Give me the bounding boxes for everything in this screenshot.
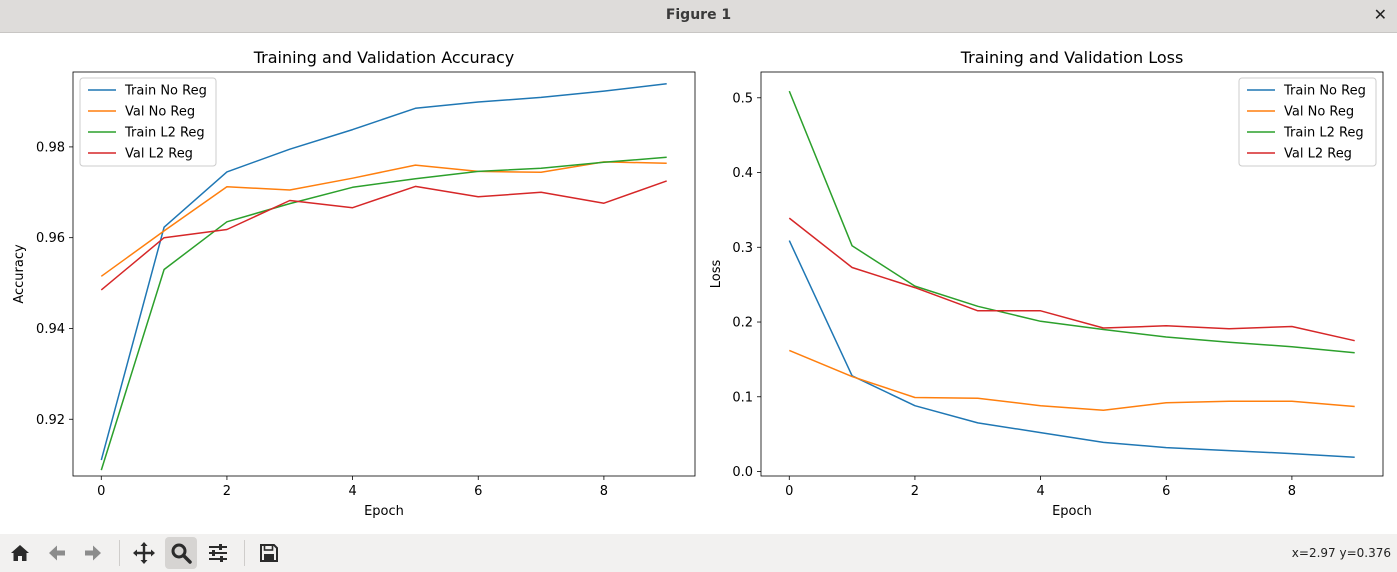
chart2-y-tick-label: 0.3 [732,241,753,256]
arrow-left-icon [49,545,65,561]
chart2-axes-frame [760,71,1384,477]
chart2-legend-label-1: Train No Reg [1283,84,1366,99]
home-icon [11,545,29,561]
chart2-legend-label-2: Val No Reg [1284,105,1354,120]
figure-canvas[interactable]: 0 2 4 6 8 0.92 0.94 0.96 0.98 Training and Valida… [0,34,1397,534]
save-button[interactable] [253,537,285,569]
chart2-series-line-4 [788,217,1355,342]
chart2-y-tick-label: 0.5 [732,91,753,106]
chart2-x-tick-label: 6 [1162,484,1170,499]
configure-button[interactable] [202,537,234,569]
chart1-y-axis-label: Accuracy [12,244,27,304]
chart2-legend: Train No Reg Val No Reg Train L2 Reg Val L2… [1238,77,1377,167]
chart1-y-tick-label: 0.98 [36,140,65,155]
chart1-legend-label-2: Val No Reg [125,105,195,120]
chart2-series-line-2 [789,349,1355,411]
zoom-icon [171,543,192,564]
chart1-legend-box [79,77,217,167]
chart2-y-axis-label: Loss [709,260,724,289]
chart1-series-line-2 [100,161,667,277]
chart2-y-tick-label: 0.2 [732,316,753,331]
chart1-x-tick-label: 0 [97,484,105,499]
chart2-x-tick-label: 8 [1288,484,1296,499]
chart1-x-tick-label: 8 [600,484,608,499]
chart2-y-tick-label: 0.1 [732,390,753,405]
chart2-x-tick-label: 2 [911,484,919,499]
chart1-x-axis-label: Epoch [364,504,404,519]
forward-button[interactable] [77,537,109,569]
window-title: Figure 1 [665,7,732,23]
chart2-series-line-3 [788,90,1355,354]
navigation-toolbar: x=2.97 y=0.376 [0,534,1397,572]
chart1-title: Training and Validation Accuracy [253,48,515,67]
chart2-y-tick-label: 0.0 [732,465,753,480]
cursor-coordinates: x=2.97 y=0.376 [1291,546,1391,560]
chart1-x-tick-label: 2 [223,484,231,499]
chart1-axes: 0 2 4 6 8 0.92 0.94 0.96 0.98 Training and Valida… [12,48,696,519]
chart1-y-tick-label: 0.94 [36,322,65,337]
chart1-y-tick-label: 0.96 [36,231,65,246]
toolbar-separator [119,540,120,566]
figure-svg: 0 2 4 6 8 0.92 0.94 0.96 0.98 Training and Valida… [12,48,1384,519]
save-icon [260,544,278,562]
pan-button[interactable] [128,537,160,569]
chart2-series-line-1 [788,240,1355,459]
arrow-right-icon [85,545,101,561]
chart2-legend-box [1238,77,1377,167]
toolbar-separator [244,540,245,566]
move-icon [133,542,155,564]
chart1-legend-label-3: Train L2 Reg [124,126,205,141]
close-icon[interactable]: ✕ [1373,5,1387,24]
chart2-x-tick-label: 0 [785,484,793,499]
chart1-x-tick-label: 4 [348,484,356,499]
chart1-y-tick-label: 0.92 [36,413,65,428]
chart1-axes-frame [72,71,696,477]
back-button[interactable] [41,537,73,569]
chart1-x-tick-label: 6 [474,484,482,499]
chart2-legend-label-3: Train L2 Reg [1283,126,1364,141]
chart2-x-tick-label: 4 [1036,484,1044,499]
chart1-legend-label-4: Val L2 Reg [125,147,193,162]
window-titlebar: Figure 1 ✕ [0,0,1397,33]
sliders-icon [209,544,227,562]
chart1-series-line-4 [100,180,667,291]
chart2-y-tick-label: 0.4 [732,166,753,181]
chart2-title: Training and Validation Loss [960,48,1184,67]
chart2-x-axis-label: Epoch [1052,504,1092,519]
home-button[interactable] [4,537,36,569]
chart2-legend-label-4: Val L2 Reg [1284,147,1352,162]
chart2-axes: 0 2 4 6 8 0.0 0.1 0.2 0.3 0.4 0.5 Training and Vali… [709,48,1384,519]
zoom-button[interactable] [165,537,197,569]
chart1-series-line-3 [100,156,667,471]
chart1-legend-label-1: Train No Reg [124,84,207,99]
chart1-legend: Train No Reg Val No Reg Train L2 Reg Val L2… [79,77,217,167]
chart1-series-line-1 [100,83,667,461]
